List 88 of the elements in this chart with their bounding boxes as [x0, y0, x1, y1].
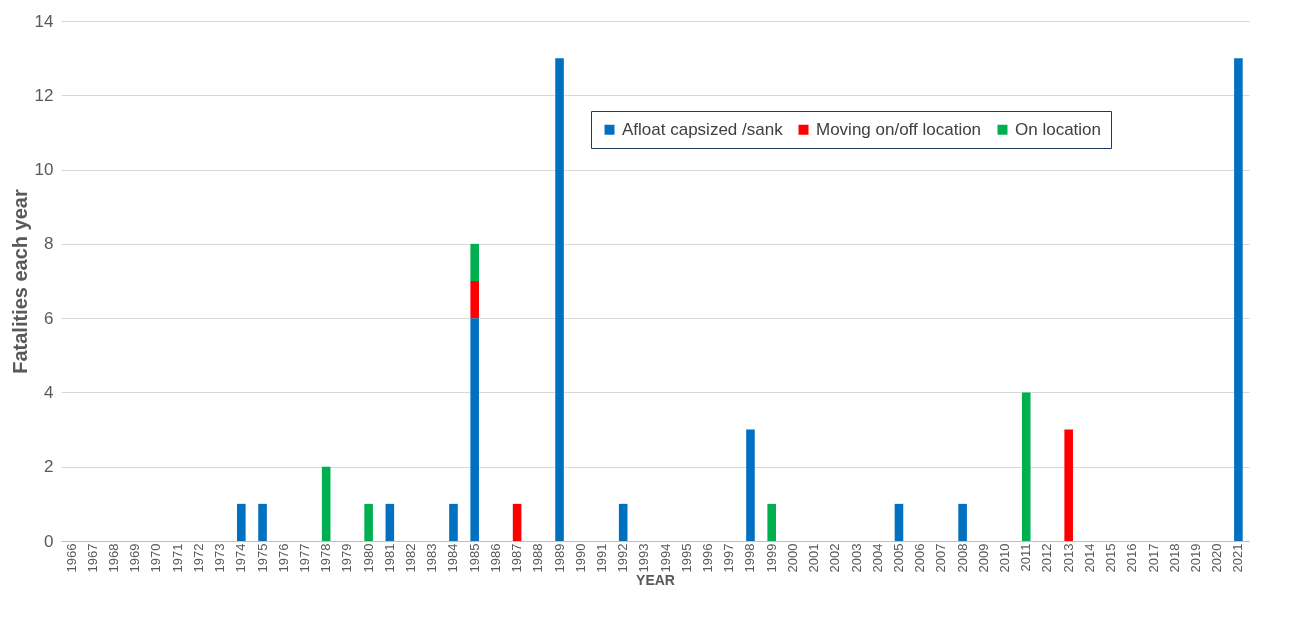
y-tick-label: 8 [44, 234, 54, 254]
x-tick-label: 1994 [657, 543, 673, 573]
bar [1021, 392, 1031, 541]
y-tick-label: 0 [44, 531, 54, 551]
x-tick-label: 1977 [296, 543, 312, 573]
x-tick-label: 2006 [912, 543, 928, 573]
x-tick-label: 2008 [954, 543, 970, 573]
y-tick-label: 4 [44, 382, 54, 402]
y-tick-label: 2 [44, 457, 54, 477]
x-tick-label: 2002 [827, 543, 843, 573]
y-tick-label: 10 [34, 160, 54, 180]
bar [258, 503, 267, 541]
x-tick-label: 2015 [1103, 543, 1119, 573]
bar [470, 281, 479, 319]
x-tick-label: 2005 [890, 543, 906, 573]
x-tick-label: 1975 [254, 543, 270, 573]
bar [385, 503, 395, 541]
legend-label: On location [1015, 119, 1101, 139]
x-tick-label: 1980 [360, 543, 376, 573]
x-tick-label: 2018 [1166, 543, 1182, 573]
x-tick-label: 2019 [1187, 543, 1203, 573]
bar [470, 243, 479, 281]
x-tick-label: 1981 [381, 543, 397, 573]
x-tick-label: 1998 [742, 543, 758, 573]
x-tick-label: 2000 [784, 543, 800, 573]
x-tick-label: 2020 [1209, 543, 1225, 573]
x-tick-label: 2007 [933, 543, 949, 573]
bar [470, 318, 479, 541]
bar [1234, 58, 1243, 541]
y-tick-label: 12 [34, 85, 54, 105]
x-tick-label: 1989 [551, 543, 567, 573]
x-tick-label: 1995 [678, 543, 694, 573]
x-tick-label: 2012 [1039, 543, 1055, 573]
legend-label: Afloat capsized /sank [622, 119, 784, 139]
legend-label: Moving on/off location [816, 119, 982, 139]
x-tick-label: 1999 [763, 543, 779, 573]
x-tick-label: 1979 [339, 543, 355, 573]
x-tick-label: 2016 [1124, 543, 1140, 573]
x-tick-label: 1976 [275, 543, 291, 573]
x-tick-label: 1970 [148, 543, 164, 573]
x-tick-label: 1982 [403, 543, 419, 573]
bar [767, 503, 776, 541]
x-tick-label: 2013 [1060, 543, 1076, 573]
bar [237, 503, 246, 541]
x-tick-label: 2009 [975, 543, 991, 573]
y-axis-title: Fatalities each year [8, 189, 31, 374]
y-tick-label: 14 [34, 11, 54, 31]
x-tick-label: 1997 [721, 543, 737, 573]
x-tick-label: 1993 [636, 543, 652, 573]
bar [894, 503, 904, 541]
x-tick-label: 1967 [84, 543, 100, 573]
x-tick-label: 2003 [848, 543, 864, 573]
x-tick-label: 1996 [700, 543, 716, 573]
x-tick-label: 2004 [869, 543, 885, 573]
x-tick-label: 1988 [530, 543, 546, 573]
x-tick-label: 2011 [1018, 543, 1034, 572]
bar [958, 503, 967, 541]
x-tick-label: 1973 [212, 543, 228, 573]
x-tick-label: 1985 [466, 543, 482, 573]
x-tick-label: 2010 [997, 543, 1013, 573]
x-tick-label: 1978 [318, 543, 334, 573]
x-tick-label: 1966 [63, 543, 79, 573]
x-tick-label: 1990 [572, 543, 588, 573]
x-tick-label: 1969 [127, 543, 143, 573]
x-tick-label: 2014 [1081, 543, 1097, 573]
x-tick-label: 2017 [1145, 543, 1161, 573]
bar [512, 503, 522, 541]
x-tick-label: 1992 [615, 543, 631, 573]
bar [364, 503, 373, 541]
bar [555, 58, 564, 541]
x-tick-label: 1974 [233, 543, 249, 573]
y-tick-label: 6 [44, 308, 54, 328]
x-tick-label: 1972 [190, 543, 206, 573]
x-tick-label: 1971 [169, 543, 185, 573]
x-tick-label: 1984 [445, 543, 461, 573]
x-tick-label: 1987 [509, 543, 525, 573]
x-tick-label: 1991 [593, 543, 609, 573]
bar [321, 466, 331, 541]
bar [1064, 429, 1073, 541]
x-axis-title: YEAR [636, 572, 675, 589]
bar [746, 429, 755, 541]
bar [449, 503, 458, 541]
x-tick-label: 1986 [487, 543, 503, 573]
x-tick-label: 2001 [806, 543, 822, 573]
x-tick-label: 1968 [106, 543, 122, 573]
x-tick-label: 2021 [1230, 543, 1246, 573]
bar [618, 503, 628, 541]
x-tick-label: 1983 [424, 543, 440, 573]
